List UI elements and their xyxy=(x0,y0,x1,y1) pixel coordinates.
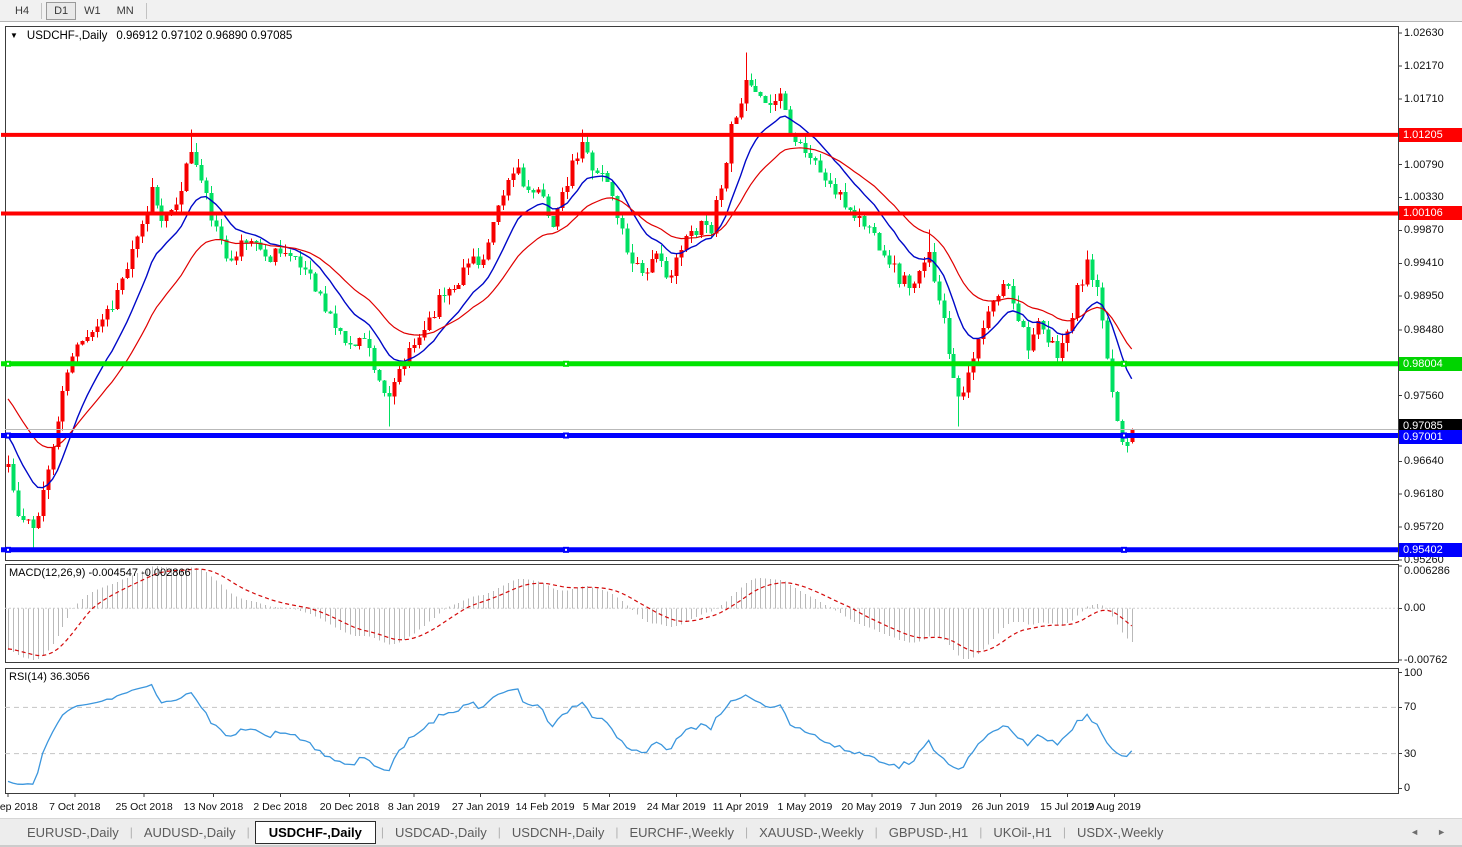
timeframe-toolbar: H4 D1 W1 MN xyxy=(0,0,1462,22)
rsi-axis-label: 70 xyxy=(1404,701,1417,714)
macd-histogram xyxy=(7,565,1134,660)
tab-separator: | xyxy=(744,825,749,839)
tabs-scroll-left-icon[interactable]: ◄ xyxy=(1410,827,1420,837)
timeframe-d1-button[interactable]: D1 xyxy=(46,1,77,20)
chart-tab-eurusd-daily[interactable]: EURUSD-,Daily xyxy=(27,824,119,840)
rsi-pane[interactable] xyxy=(5,668,1399,794)
price-tag-0.98004: 0.98004 xyxy=(1399,356,1462,371)
timeframe-mn-button[interactable]: MN xyxy=(109,2,142,20)
macd-axis-label: 0.00 xyxy=(1404,602,1426,615)
chart-canvas[interactable] xyxy=(0,22,1462,818)
price-axis-label: 0.95720 xyxy=(1404,521,1444,534)
tab-separator: | xyxy=(246,825,250,839)
chart-tab-gbpusd-h1[interactable]: GBPUSD-,H1 xyxy=(888,824,969,840)
hline-handle-dot xyxy=(565,362,567,365)
price-tag-1.01205: 1.01205 xyxy=(1399,127,1462,142)
chart-tab-xauusd-weekly[interactable]: XAUUSD-,Weekly xyxy=(759,824,864,840)
timeframe-w1-button[interactable]: W1 xyxy=(76,2,109,20)
date-axis-label: 25 Oct 2018 xyxy=(115,801,173,813)
toolbar-separator xyxy=(145,2,147,19)
macd-signal-line xyxy=(7,568,1133,657)
price-tag-0.97085: 0.97085 xyxy=(1399,418,1462,433)
chart-title: ▼ USDCHF-,Daily 0.96912 0.97102 0.96890 … xyxy=(10,30,292,42)
chart-symbol-label: USDCHF-,Daily xyxy=(26,30,108,42)
tabs-scroll-right-icon[interactable]: ► xyxy=(1437,827,1446,837)
hline-handle-dot xyxy=(565,548,567,551)
tab-separator: | xyxy=(1062,825,1066,839)
date-axis-label: 27 Jan 2019 xyxy=(451,801,510,813)
chart-tab-usdx-weekly[interactable]: USDX-,Weekly xyxy=(1076,824,1164,840)
date-axis-label: 20 Dec 2018 xyxy=(319,801,380,813)
price-axis-label: 1.00330 xyxy=(1404,191,1444,204)
hline-handle-dot xyxy=(1123,434,1125,437)
date-axis-label: 7 Jun 2019 xyxy=(910,801,963,813)
date-axis-label: 15 Jul 2019 xyxy=(1040,801,1095,813)
price-axis-label: 1.02630 xyxy=(1404,27,1444,39)
chart-ohlc-values: 0.96912 0.97102 0.96890 0.97085 xyxy=(116,30,293,42)
price-axis-label: 0.96640 xyxy=(1404,455,1444,468)
price-axis-label: 0.96180 xyxy=(1404,488,1444,501)
tab-separator: | xyxy=(129,825,133,839)
tab-separator: | xyxy=(615,825,619,839)
date-axis-label: 7 Oct 2018 xyxy=(49,801,101,813)
hline-handle-dot xyxy=(7,548,9,551)
price-axis-label: 1.02170 xyxy=(1404,59,1444,72)
tab-separator: | xyxy=(497,825,501,839)
rsi-label: RSI(14) 36.3056 xyxy=(9,671,90,683)
chart-tab-audusd-daily[interactable]: AUDUSD-,Daily xyxy=(143,824,236,840)
date-axis-label: 20 May 2019 xyxy=(841,801,903,813)
date-axis-label: 11 Apr 2019 xyxy=(712,801,769,813)
chart-area: ▼ USDCHF-,Daily 0.96912 0.97102 0.96890 … xyxy=(0,22,1462,818)
price-tag-0.95402: 0.95402 xyxy=(1399,542,1462,557)
ma-slow-line xyxy=(7,147,1133,449)
hline-handle-dot xyxy=(1123,362,1125,365)
price-tag-0.97001: 0.97001 xyxy=(1399,429,1462,444)
chart-tab-eurchf-weekly[interactable]: EURCHF-,Weekly xyxy=(629,824,734,840)
price-axis-label: 0.98480 xyxy=(1404,323,1444,336)
macd-label: MACD(12,26,9) -0.004547 -0.002866 xyxy=(9,567,191,579)
price-axis-label: 0.98950 xyxy=(1404,290,1444,303)
date-axis-label: 13 Nov 2018 xyxy=(183,801,244,813)
rsi-axis-label: 30 xyxy=(1404,747,1417,760)
tab-nav: ◄ ► xyxy=(1410,827,1462,837)
hline-handle-dot xyxy=(565,434,567,437)
chart-tab-ukoil-h1[interactable]: UKOil-,H1 xyxy=(993,824,1052,840)
date-axis-label: 14 Feb 2019 xyxy=(515,801,575,813)
price-tag-1.00106: 1.00106 xyxy=(1399,206,1462,221)
rsi-axis-label: 100 xyxy=(1404,666,1423,679)
chart-tab-usdcad-daily[interactable]: USDCAD-,Daily xyxy=(395,824,487,840)
date-axis-label: 1 May 2019 xyxy=(777,801,833,813)
price-axis-label: 0.97560 xyxy=(1404,389,1444,402)
rsi-line xyxy=(7,683,1133,785)
price-axis-label: 0.95260 xyxy=(1404,554,1444,566)
ma-fast-line xyxy=(7,115,1133,489)
collapse-arrow-icon[interactable]: ▼ xyxy=(10,31,18,40)
rsi-axis-label: 0 xyxy=(1404,782,1411,795)
date-axis-label: 8 Jan 2019 xyxy=(387,801,440,813)
price-axis-label: 1.01710 xyxy=(1404,92,1444,105)
tab-separator: | xyxy=(979,825,983,839)
toolbar-separator xyxy=(41,2,43,19)
price-axis-label: 1.00790 xyxy=(1404,158,1444,171)
hline-handle-dot xyxy=(1123,548,1125,551)
hline-handle-dot xyxy=(7,362,9,365)
date-axis-label: 18 Sep 2018 xyxy=(0,801,38,813)
price-axis-label: 0.99410 xyxy=(1404,257,1444,270)
date-axis-label: 5 Mar 2019 xyxy=(582,801,636,813)
date-axis-label: 24 Mar 2019 xyxy=(646,801,706,813)
date-axis-label: 2 Dec 2018 xyxy=(253,801,308,813)
macd-axis-label: 0.006286 xyxy=(1404,565,1450,577)
tab-separator: | xyxy=(874,825,878,839)
price-axis-label: 0.99870 xyxy=(1404,224,1444,237)
tab-separator: | xyxy=(380,825,385,839)
date-axis-label: 26 Jun 2019 xyxy=(971,801,1030,813)
date-axis-label: 2 Aug 2019 xyxy=(1087,801,1141,813)
macd-axis-label: -0.00762 xyxy=(1404,653,1448,666)
chart-tab-bar: EURUSD-,Daily | AUDUSD-,Daily | USDCHF-,Dail… xyxy=(0,818,1462,847)
price-pane[interactable] xyxy=(5,26,1399,561)
hline-handle-dot xyxy=(7,434,9,437)
chart-tab-usdchf-daily[interactable]: USDCHF-,Daily xyxy=(254,820,376,844)
chart-tab-usdcnh-daily[interactable]: USDCNH-,Daily xyxy=(511,824,605,840)
timeframe-h4-button[interactable]: H4 xyxy=(7,2,37,20)
